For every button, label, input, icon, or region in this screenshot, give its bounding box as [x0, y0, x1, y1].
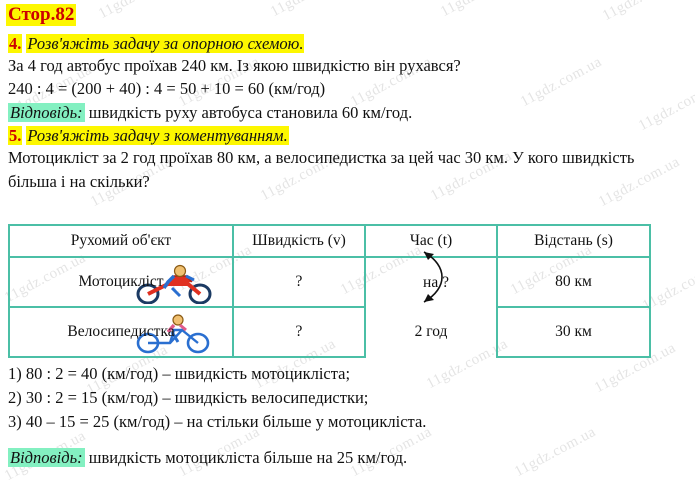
cell-object-cyclist: Велосипедистка: [8, 306, 234, 358]
watermark-text: 11gdz.com.ua: [96, 0, 183, 23]
task-4-answer-row: Відповідь: швидкість руху автобуса стано…: [8, 101, 688, 124]
text-content: 4. Розв'яжіть задачу за опорною схемою. …: [8, 32, 688, 193]
solution-answer-label: Відповідь:: [8, 447, 85, 467]
cell-speed-cyclist: ?: [232, 306, 366, 358]
col-header-object: Рухомий об'єкт: [8, 224, 234, 258]
table-row: Велосипедистка ?: [8, 306, 651, 358]
table-row: Мотоцикліст ?: [8, 251, 651, 308]
task-5-heading: 5. Розв'яжіть задачу з коментуванням.: [8, 126, 688, 146]
compare-note: на ?: [423, 273, 449, 291]
cell-distance-cyclist: 30 км: [496, 306, 651, 358]
watermark-text: 11gdz.com.ua: [600, 0, 687, 25]
solution-step-2: 2) 30 : 2 = 15 (км/год) – швидкість вело…: [8, 387, 369, 407]
object-label: Мотоцикліст: [78, 273, 164, 290]
task-4-answer-label: Відповідь:: [8, 102, 85, 122]
cell-distance-motorcyclist: 80 км: [496, 256, 651, 308]
task-4-number: 4.: [8, 34, 23, 53]
speed-time-distance-table: Рухомий об'єкт Швидкість (v) Час (t) Від…: [8, 224, 651, 358]
solution-answer-text: швидкість мотоцикліста більше на 25 км/г…: [88, 447, 408, 467]
watermark-text: 11gdz.com.ua: [268, 0, 355, 21]
solution-step-1: 1) 80 : 2 = 40 (км/год) – швидкість мото…: [8, 364, 351, 383]
col-header-distance: Відстань (s): [496, 224, 651, 258]
task-5-prompt: Розв'яжіть задачу з коментуванням.: [26, 126, 289, 146]
solution-block: 1) 80 : 2 = 40 (км/год) – швидкість мото…: [8, 362, 688, 470]
cell-time-compare-upper: на ?: [364, 251, 498, 307]
solution-step-3: 3) 40 – 15 = 25 (км/год) – на стільки бі…: [8, 411, 427, 431]
motorcycle-icon: [136, 264, 212, 304]
cell-object-motorcyclist: Мотоцикліст: [8, 256, 234, 308]
object-label: Велосипедистка: [67, 323, 175, 340]
watermark-text: 11gdz.com.ua: [438, 0, 525, 21]
cell-time-value: 2 год: [364, 307, 498, 357]
col-header-time: Час (t): [364, 224, 498, 258]
page-number-label: Стор.82: [6, 4, 77, 26]
task-4-heading: 4. Розв'яжіть задачу за опорною схемою.: [8, 34, 688, 54]
col-header-speed: Швидкість (v): [232, 224, 366, 258]
task-4-line-1: За 4 год автобус проїхав 240 км. Із якою…: [8, 56, 461, 75]
table-header-row: Рухомий об'єкт Швидкість (v) Час (t) Від…: [8, 224, 651, 258]
task-4-line-2: 240 : 4 = (200 + 40) : 4 = 50 + 10 = 60 …: [8, 79, 326, 99]
task-5-body: Мотоцикліст за 2 год проїхав 80 км, а ве…: [8, 148, 635, 191]
task-4-prompt: Розв'яжіть задачу за опорною схемою.: [26, 34, 305, 53]
bicycle-icon: [136, 314, 210, 354]
task-5-number: 5.: [8, 126, 23, 146]
task-4-answer-text: швидкість руху автобуса становила 60 км/…: [88, 102, 413, 122]
cell-speed-motorcyclist: ?: [232, 256, 366, 308]
solution-answer-row: Відповідь: швидкість мотоцикліста більше…: [8, 446, 688, 470]
